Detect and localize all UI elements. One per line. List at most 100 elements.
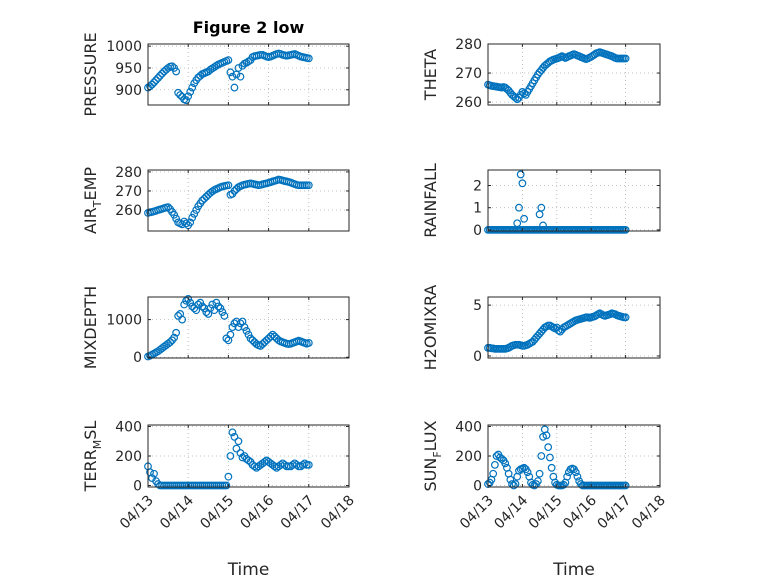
y-tick-label: 900 bbox=[115, 83, 142, 99]
data-point bbox=[509, 481, 518, 490]
data-point bbox=[212, 298, 221, 307]
y-tick-label: 280 bbox=[115, 165, 142, 181]
y-tick-label: 270 bbox=[455, 66, 482, 82]
data-point bbox=[212, 61, 221, 70]
data-point bbox=[220, 311, 229, 320]
x-axis-label: Time bbox=[552, 560, 595, 580]
axes-frame bbox=[147, 169, 350, 232]
plot-area-pressure bbox=[148, 44, 349, 105]
data-point bbox=[520, 89, 529, 98]
data-point bbox=[490, 460, 499, 469]
data-point bbox=[539, 221, 547, 230]
data-point bbox=[224, 472, 233, 481]
x-tick-label: 04/18 bbox=[629, 493, 669, 533]
y-axis-label: TERRMSL bbox=[81, 421, 104, 493]
data-point bbox=[194, 300, 203, 309]
data-point bbox=[230, 83, 239, 92]
y-tick-label: 0 bbox=[133, 479, 142, 495]
y-tick-label: 200 bbox=[115, 449, 142, 465]
data-point bbox=[226, 452, 235, 460]
y-axis-label: PRESSURE bbox=[81, 32, 100, 116]
y-axis-label: AIRTEMP bbox=[81, 167, 104, 234]
x-tick-label: 04/13 bbox=[457, 493, 497, 533]
panel-h2omixra: 0 5 H2OMIXRA bbox=[421, 285, 661, 370]
data-point bbox=[222, 481, 231, 490]
x-tick-label: 04/16 bbox=[238, 492, 278, 532]
data-point bbox=[621, 481, 630, 490]
data-point bbox=[228, 428, 237, 437]
y-tick-label: 950 bbox=[115, 61, 142, 77]
data-point bbox=[178, 315, 187, 324]
data-point bbox=[154, 74, 162, 82]
y-tick-label: 0 bbox=[473, 223, 482, 239]
data-point bbox=[242, 326, 251, 335]
y-tick-label: 280 bbox=[455, 37, 482, 53]
data-point bbox=[542, 431, 551, 440]
y-tick-label: 1000 bbox=[106, 313, 142, 329]
data-point bbox=[234, 64, 243, 72]
data-point bbox=[172, 67, 181, 76]
y-tick-label: 270 bbox=[115, 184, 142, 200]
data-point bbox=[188, 213, 197, 222]
y-tick-label: 0 bbox=[133, 350, 142, 366]
x-axis-label: Time bbox=[227, 560, 270, 580]
data-point bbox=[563, 472, 572, 481]
data-point bbox=[537, 452, 546, 460]
y-tick-label: 0 bbox=[473, 349, 482, 365]
data-point bbox=[501, 459, 510, 468]
data-point bbox=[188, 83, 197, 92]
panel-terr-msl: 0 200 400 04/13 04/14 04/15 04/16 04/17 04/18 TER… bbox=[81, 419, 358, 580]
data-point bbox=[208, 64, 217, 73]
data-point bbox=[170, 210, 179, 219]
data-point bbox=[489, 469, 498, 478]
data-point bbox=[218, 308, 227, 316]
data-point bbox=[244, 57, 253, 66]
data-point bbox=[559, 480, 568, 489]
data-point bbox=[214, 302, 223, 311]
data-point bbox=[242, 58, 251, 67]
y-tick-label: 1000 bbox=[106, 39, 142, 55]
panel-theta: 260 270 280 THETA bbox=[421, 37, 661, 111]
data-point bbox=[186, 218, 195, 227]
data-point bbox=[156, 71, 164, 80]
data-point bbox=[210, 63, 219, 71]
data-point bbox=[546, 453, 554, 462]
data-point bbox=[190, 209, 199, 218]
panel-rainfall: 0 1 2 RAINFALL bbox=[421, 163, 661, 239]
y-tick-label: 400 bbox=[115, 419, 142, 435]
data-point bbox=[240, 323, 249, 332]
axes-frame bbox=[487, 296, 661, 359]
data-point bbox=[224, 56, 233, 65]
data-point bbox=[148, 80, 156, 89]
x-tick-label: 04/15 bbox=[526, 493, 566, 533]
data-point bbox=[174, 88, 183, 97]
data-point bbox=[300, 459, 309, 468]
data-point bbox=[206, 65, 215, 74]
x-tick-label: 04/16 bbox=[560, 492, 600, 532]
y-tick-label: 1 bbox=[473, 201, 482, 217]
x-tick-label: 04/14 bbox=[491, 492, 531, 532]
data-point bbox=[196, 71, 205, 80]
data-point bbox=[192, 206, 201, 214]
y-tick-label: 2 bbox=[473, 179, 482, 195]
x-tick-label: 04/15 bbox=[197, 493, 237, 533]
panel-air-temp: 260 270 280 AIRTEMP bbox=[81, 165, 350, 234]
data-point bbox=[573, 472, 582, 481]
y-tick-label: 260 bbox=[455, 95, 482, 111]
data-point bbox=[206, 304, 215, 313]
data-point bbox=[238, 453, 247, 462]
data-point bbox=[506, 475, 515, 484]
axes-frame bbox=[147, 296, 350, 359]
axes-frame bbox=[487, 43, 661, 106]
panel-pressure: 900 950 1000 PRESSURE Figure 2 low bbox=[81, 18, 350, 117]
data-point bbox=[186, 298, 195, 307]
data-point bbox=[304, 181, 313, 190]
data-point bbox=[232, 444, 241, 453]
data-point bbox=[196, 298, 205, 307]
data-point bbox=[523, 468, 532, 477]
data-point bbox=[571, 468, 580, 477]
data-point bbox=[304, 339, 313, 347]
data-point bbox=[208, 187, 217, 196]
x-tick-label: 04/14 bbox=[157, 492, 197, 532]
